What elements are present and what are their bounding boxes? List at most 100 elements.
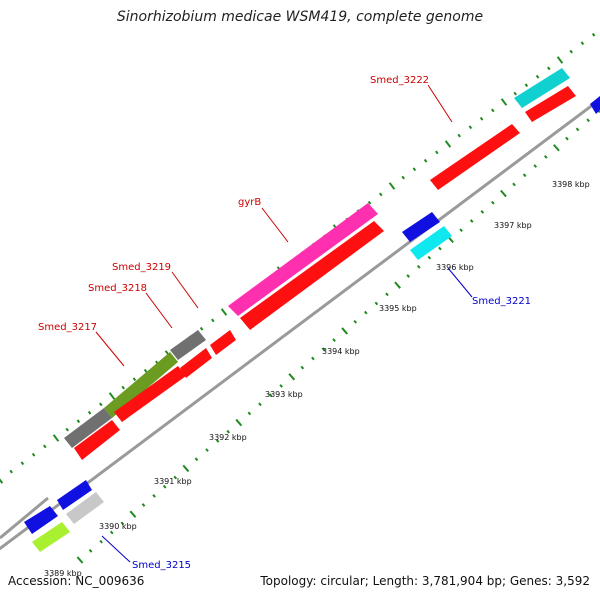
- track-dot: [500, 189, 507, 198]
- track-dot: [235, 418, 243, 427]
- scale-tick-label: 3391 kbp: [154, 477, 192, 486]
- track-dot: [76, 556, 84, 564]
- track-dot: [141, 503, 146, 507]
- track-dot: [182, 464, 190, 473]
- scale-tick-label: 3389 kbp: [44, 569, 82, 578]
- label-smed-3219: Smed_3219: [112, 262, 171, 273]
- track-dot: [300, 365, 305, 370]
- track-dot: [258, 402, 262, 407]
- track-dot: [288, 373, 296, 381]
- gene-3215-lime[interactable]: [32, 522, 70, 552]
- track-dot: [457, 133, 461, 138]
- scale-tick-label: 3393 kbp: [265, 390, 303, 399]
- track-dot: [524, 83, 529, 88]
- track-dot: [522, 173, 527, 178]
- track-dot: [367, 200, 372, 205]
- gene-red-long[interactable]: [114, 366, 186, 422]
- label-smed-3215: Smed_3215: [132, 560, 191, 571]
- genome-backbone-segment: [0, 496, 49, 540]
- label-gyrB: gyrB: [238, 197, 261, 208]
- track-dot: [575, 127, 580, 132]
- track-dot: [31, 452, 36, 457]
- gene-gyrB-magenta[interactable]: [228, 203, 378, 316]
- gene-3215-blue[interactable]: [24, 506, 58, 534]
- track-dot: [533, 164, 538, 168]
- gene-red-small-1[interactable]: [210, 330, 236, 355]
- track-dot: [569, 49, 573, 54]
- gene-right-edge-blue[interactable]: [590, 96, 600, 114]
- gene-red-left[interactable]: [74, 420, 120, 460]
- track-dot: [406, 274, 410, 278]
- gene-gyrB-red[interactable]: [240, 221, 384, 330]
- track-dot: [468, 125, 473, 130]
- gene-smed-3221-cyan[interactable]: [410, 226, 452, 260]
- gene-smed-3222-red-arrow[interactable]: [430, 124, 520, 190]
- gene-smed-3217-gray[interactable]: [64, 408, 112, 448]
- track-dot: [226, 429, 231, 434]
- track-dot: [65, 427, 69, 432]
- track-dot: [99, 539, 103, 544]
- gene-smed-3218-olive[interactable]: [104, 352, 178, 418]
- track-dot: [152, 494, 156, 498]
- track-dot: [543, 155, 548, 159]
- track-dot: [480, 210, 485, 214]
- track-dot: [459, 228, 463, 233]
- gene-3216-blue[interactable]: [57, 480, 92, 510]
- inner-dotted-track: [76, 109, 600, 564]
- track-dot: [565, 136, 569, 141]
- track-dot: [388, 182, 396, 190]
- track-dot: [556, 56, 564, 64]
- track-dot: [512, 182, 516, 187]
- track-dot: [444, 140, 452, 148]
- gene-red-small-2[interactable]: [180, 348, 212, 378]
- scale-tick-label: 3395 kbp: [379, 304, 417, 313]
- track-dot: [364, 310, 368, 315]
- label-smed-3221: Smed_3221: [472, 296, 531, 307]
- track-dot: [513, 91, 517, 96]
- track-dot: [469, 219, 474, 223]
- scale-tick-label: 3394 kbp: [322, 347, 360, 356]
- track-dot: [279, 384, 283, 388]
- track-dot: [423, 158, 428, 163]
- label-smed-3217: Smed_3217: [38, 322, 97, 333]
- leader-smed-3218: [145, 292, 173, 329]
- track-dot: [401, 175, 405, 180]
- map-title: Sinorhizobium medicae WSM419, complete g…: [116, 9, 484, 25]
- scale-tick-label: 3397 kbp: [494, 221, 532, 230]
- gene-3216-silver[interactable]: [66, 492, 104, 524]
- track-dot: [109, 530, 114, 535]
- accession-text: Accession: NC_009636: [8, 574, 145, 588]
- track-dot: [173, 475, 178, 480]
- leader-smed-3222: [427, 84, 453, 123]
- track-dot: [553, 144, 560, 152]
- track-dot: [129, 510, 137, 518]
- track-dot: [199, 326, 204, 331]
- scale-tick-label: 3396 kbp: [436, 263, 474, 272]
- track-dot: [385, 292, 389, 297]
- track-dot: [427, 255, 432, 260]
- track-dot: [211, 318, 215, 323]
- track-dot: [121, 385, 125, 390]
- track-dot: [580, 41, 585, 46]
- track-dot: [87, 410, 92, 415]
- label-smed-3218: Smed_3218: [88, 283, 147, 294]
- gene-smed-3222-cyan[interactable]: [514, 68, 570, 108]
- genome-summary-text: Topology: circular; Length: 3,781,904 bp…: [260, 574, 590, 588]
- track-dot: [194, 457, 199, 462]
- scale-tick-label: 3392 kbp: [209, 433, 247, 442]
- track-dot: [435, 150, 439, 155]
- track-dot: [247, 411, 252, 416]
- gene-smed-3221-blue[interactable]: [402, 212, 440, 242]
- track-dot: [120, 521, 125, 526]
- gene-smed-3219-gray[interactable]: [170, 330, 206, 360]
- track-dot: [143, 368, 148, 373]
- track-dot: [88, 548, 93, 553]
- track-dot: [43, 444, 47, 449]
- gene-smed-3222-red-arrow-2[interactable]: [525, 86, 576, 122]
- label-smed-3222: Smed_3222: [370, 75, 429, 86]
- scale-tick-label: 3398 kbp: [552, 180, 590, 189]
- track-dot: [132, 377, 137, 382]
- leader-smed-3219: [171, 271, 199, 309]
- track-dot: [353, 319, 358, 324]
